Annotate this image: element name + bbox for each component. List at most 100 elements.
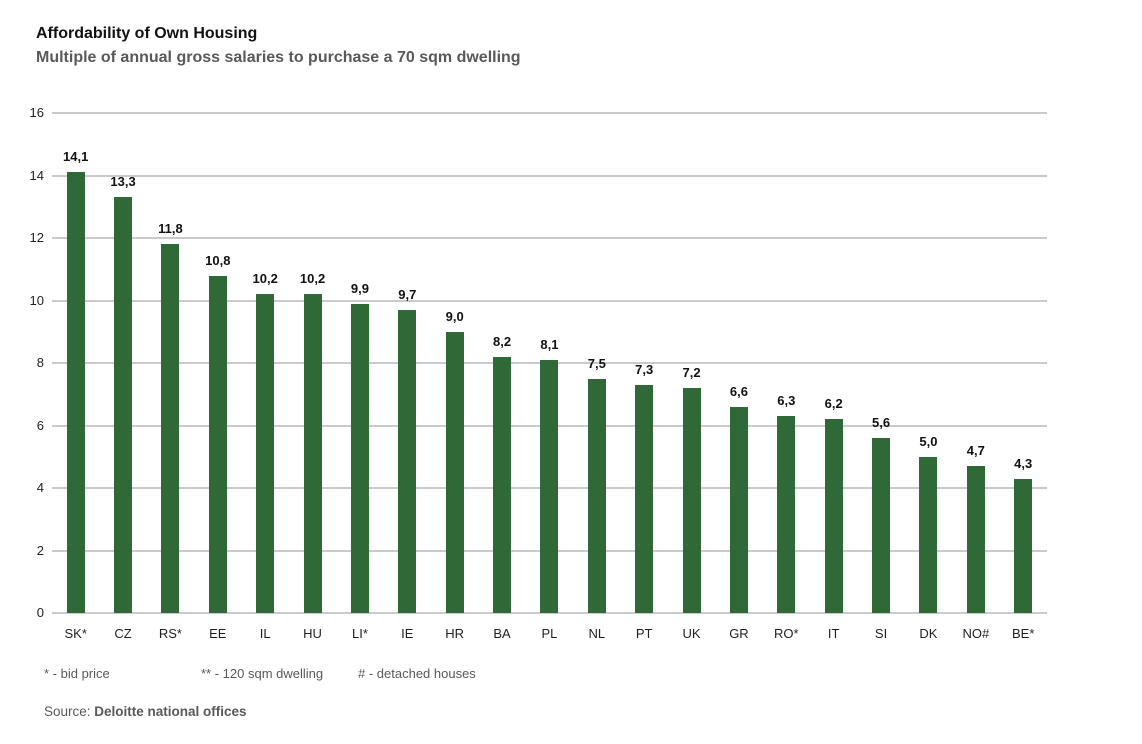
bar-value-label: 13,3 — [110, 174, 136, 190]
bar — [66, 172, 85, 613]
bar-column: 9,0 — [431, 113, 478, 613]
x-tick-label: IE — [401, 626, 414, 641]
bar — [919, 456, 938, 613]
bar — [966, 466, 985, 613]
bar-value-label: 8,1 — [540, 336, 559, 352]
x-tick-label: UK — [682, 626, 701, 641]
bar-value-label: 14,1 — [63, 149, 89, 165]
y-tick-label: 10 — [29, 292, 44, 308]
source-name: Deloitte national offices — [94, 704, 247, 719]
x-tick-label: BE* — [1011, 626, 1035, 641]
x-tick-label: GR — [729, 626, 749, 641]
x-tick-label: PT — [635, 626, 653, 641]
bar-column: 6,6 — [715, 113, 762, 613]
x-axis-labels: SK* CZ RS* EE IL HU LI* IE HR BA PL NL PT UK GR RO* IT SI… — [52, 626, 1047, 641]
gridline — [52, 112, 1047, 114]
bar-value-label: 9,7 — [398, 286, 417, 302]
bar-column: 13,3 — [99, 113, 146, 613]
bar-column: 9,7 — [384, 113, 431, 613]
bar — [493, 356, 512, 613]
x-tick-label: LI* — [351, 626, 368, 641]
gridline — [52, 299, 1047, 302]
bar-column: 7,5 — [573, 113, 620, 613]
bar-value-label: 7,3 — [635, 361, 654, 377]
x-tick-label: SI — [874, 626, 888, 641]
y-tick-label: 14 — [29, 167, 44, 183]
bar — [303, 294, 322, 613]
y-tick-label: 16 — [29, 105, 44, 120]
bar-value-label: 6,6 — [729, 383, 748, 399]
source-line: Source: Deloitte national offices — [44, 704, 247, 719]
bar — [824, 419, 843, 613]
source-prefix: Source: — [44, 704, 95, 719]
x-tick-label: SK* — [64, 626, 87, 641]
x-tick-label: NO# — [962, 626, 990, 641]
bar-column: 5,0 — [905, 113, 952, 613]
x-tick-label: PL — [541, 626, 558, 641]
bar-value-label: 9,9 — [350, 280, 369, 296]
bar — [350, 303, 369, 613]
bar-column: 8,2 — [478, 113, 525, 613]
footnote-bid-price: * - bid price — [44, 666, 110, 681]
chart-title: Affordability of Own Housing — [36, 25, 258, 42]
y-tick-label: 0 — [36, 605, 44, 620]
bar-value-label: 11,8 — [158, 221, 183, 237]
x-tick-label: HU — [303, 626, 322, 641]
bars-layer: 14,1 13,3 11,8 10,8 10,2 10,2 9,9 9,7 9,0 8,2 8,1 7… — [52, 113, 1047, 613]
bar — [256, 294, 275, 613]
bar-column: 6,3 — [763, 113, 810, 613]
bar-value-label: 10,2 — [299, 271, 326, 287]
x-tick-label: HR — [445, 626, 465, 641]
bar-value-label: 6,3 — [777, 393, 796, 409]
bar — [777, 416, 796, 613]
bar-column: 5,6 — [857, 113, 904, 613]
x-tick-label: BA — [493, 626, 511, 641]
y-tick-label: 12 — [29, 230, 44, 245]
footnote-detached-houses: # - detached houses — [358, 666, 476, 681]
bar-column: 10,8 — [194, 113, 241, 613]
bar — [682, 388, 701, 613]
bar-value-label: 4,7 — [966, 443, 985, 459]
y-tick-label: 6 — [36, 417, 44, 433]
plot-area: 0 2 4 6 8 10 12 14 16 14,1 13,3 11,8 10,8 10,2 10,2 9,9… — [30, 105, 1047, 620]
bar-value-label: 7,5 — [587, 355, 606, 371]
bar-value-label: 9,0 — [445, 308, 464, 324]
bar — [208, 275, 227, 613]
bar-column: 4,7 — [952, 113, 999, 613]
bar-column: 7,3 — [621, 113, 668, 613]
bar-value-label: 7,2 — [682, 365, 701, 380]
gridline — [52, 174, 1047, 177]
bar-value-label: 10,8 — [205, 252, 231, 268]
x-tick-label: IL — [259, 626, 271, 641]
bar — [729, 406, 748, 613]
x-tick-label: RO* — [774, 626, 799, 641]
footnote-120-sqm: ** - 120 sqm dwelling — [201, 666, 324, 681]
bar-value-label: 8,2 — [493, 333, 512, 349]
bar-column: 7,2 — [668, 113, 715, 613]
bar — [540, 359, 559, 613]
bar — [635, 384, 654, 613]
bar — [445, 331, 464, 613]
bar — [114, 197, 133, 613]
gridline — [52, 612, 1047, 614]
x-tick-label: CZ — [114, 626, 132, 641]
bar-column: 14,1 — [52, 113, 99, 613]
bar — [398, 309, 417, 613]
bar — [587, 378, 606, 613]
bar — [1014, 478, 1033, 613]
x-tick-label: EE — [209, 626, 227, 641]
bar-value-label: 4,3 — [1014, 455, 1033, 471]
bar-value-label: 5,6 — [872, 415, 891, 430]
y-tick-label: 8 — [36, 355, 44, 370]
bar-value-label: 6,2 — [824, 396, 843, 412]
bar-column: 4,3 — [1000, 113, 1047, 613]
x-tick-label: NL — [588, 626, 606, 641]
x-tick-label: DK — [919, 626, 938, 641]
bar-column: 9,9 — [336, 113, 383, 613]
bar-column: 10,2 — [289, 113, 336, 613]
bar-column: 6,2 — [810, 113, 857, 613]
x-tick-label: IT — [827, 626, 840, 641]
bar-column: 10,2 — [242, 113, 289, 613]
x-tick-label: RS* — [158, 626, 182, 641]
